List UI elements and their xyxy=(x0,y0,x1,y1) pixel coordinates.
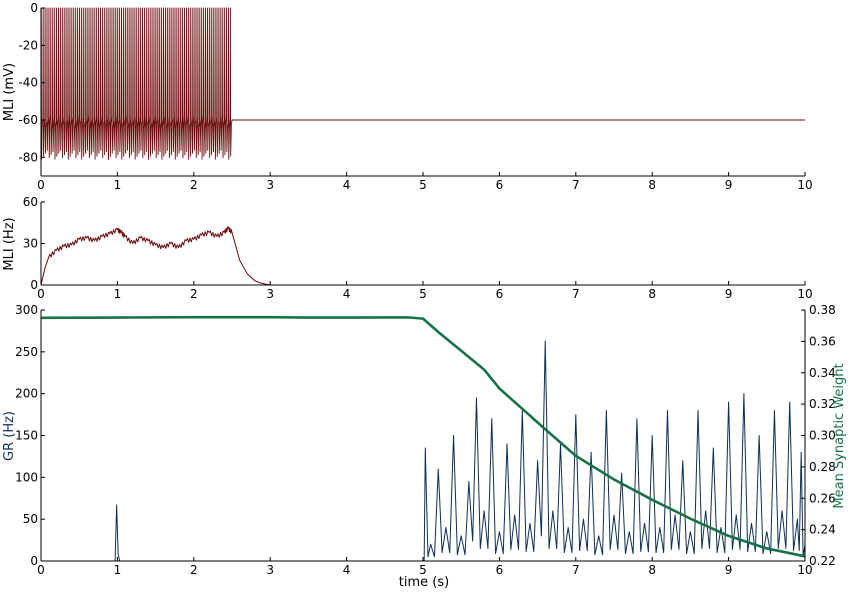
gr-weight-x-tick-label: 1 xyxy=(114,563,122,577)
mli-voltage-ticks: 0 1 2 3 4 5 6 7 8 9 10 0 -20 -40 -60 -80 xyxy=(18,1,812,192)
gr-weight-y-right-tick-label: 0.32 xyxy=(809,397,836,411)
mli-rate-y-tick-label: 60 xyxy=(23,195,38,209)
gr-weight-y-tick-label: 200 xyxy=(15,387,38,401)
gr-weight-y-tick-label: 300 xyxy=(15,303,38,317)
mli-rate-x-tick-label: 4 xyxy=(343,287,351,301)
gr-weight-y-right-tick-label: 0.38 xyxy=(809,303,836,317)
mli-voltage-x-tick-label: 6 xyxy=(496,178,504,192)
gr-weight-y-right-tick-label: 0.28 xyxy=(809,460,836,474)
mli-rate-x-tick-label: 0 xyxy=(37,287,45,301)
mli-voltage-x-tick-label: 9 xyxy=(725,178,733,192)
mli-voltage-y-tick-label: -40 xyxy=(18,76,38,90)
gr-weight-axes xyxy=(40,310,806,562)
gr-weight-y-right-tick-label: 0.26 xyxy=(809,491,836,505)
mli-voltage-x-tick-label: 10 xyxy=(797,178,812,192)
mli-rate-ylabel: MLI (Hz) xyxy=(2,217,17,270)
gr-rate-trace xyxy=(41,340,806,562)
mli-voltage-ylabel: MLI (mV) xyxy=(2,63,17,121)
mli-voltage-x-tick-label: 3 xyxy=(266,178,274,192)
gr-weight-trace-group xyxy=(40,315,806,562)
mli-rate-ticks: 0 1 2 3 4 5 6 7 8 9 10 0 30 60 xyxy=(23,195,813,301)
gr-weight-y-right-tick-label: 0.22 xyxy=(809,554,836,568)
gr-weight-x-tick-label: 2 xyxy=(190,563,198,577)
gr-rate-ylabel: GR (Hz) xyxy=(2,411,17,461)
mli-rate-x-tick-label: 10 xyxy=(797,287,812,301)
gr-weight-y-tick-label: 150 xyxy=(15,429,38,443)
gr-weight-x-tick-label: 3 xyxy=(266,563,274,577)
mli-rate-x-tick-label: 9 xyxy=(725,287,733,301)
mli-rate-trace xyxy=(40,226,805,286)
gr-weight-x-tick-label: 10 xyxy=(797,563,812,577)
gr-weight-y-right-tick-label: 0.36 xyxy=(809,334,836,348)
mli-rate-x-tick-label: 1 xyxy=(114,287,122,301)
gr-weight-y-tick-label: 50 xyxy=(23,512,38,526)
mli-voltage-trace xyxy=(40,7,805,160)
gr-weight-x-tick-label: 8 xyxy=(648,563,656,577)
mli-rate-x-tick-label: 7 xyxy=(572,287,580,301)
gr-weight-ticks: 0 1 2 3 4 5 6 7 8 9 100501001502002503000.220.240.… xyxy=(15,303,836,577)
gr-weight-x-tick-label: 9 xyxy=(725,563,733,577)
panel-gr-rate-weight: 0 1 2 3 4 5 6 7 8 9 100501001502002503000.220.240.… xyxy=(2,303,847,590)
mli-rate-y-tick-label: 0 xyxy=(30,278,38,292)
mli-rate-trace-group xyxy=(40,226,805,286)
mli-voltage-x-tick-label: 2 xyxy=(190,178,198,192)
mli-rate-x-tick-label: 2 xyxy=(190,287,198,301)
gr-weight-y-right-tick-label: 0.30 xyxy=(809,429,836,443)
gr-weight-x-tick-label: 5 xyxy=(419,563,427,577)
gr-weight-y-tick-label: 250 xyxy=(15,345,38,359)
gr-weight-x-tick-label: 7 xyxy=(572,563,580,577)
mli-voltage-trace-group xyxy=(40,7,805,160)
mli-voltage-x-tick-label: 5 xyxy=(419,178,427,192)
mli-voltage-y-tick-label: 0 xyxy=(30,1,38,15)
time-xlabel: time (s) xyxy=(399,575,449,590)
mli-rate-x-tick-label: 3 xyxy=(266,287,274,301)
mli-rate-x-tick-label: 6 xyxy=(496,287,504,301)
mli-voltage-x-tick-label: 8 xyxy=(648,178,656,192)
gr-weight-x-tick-label: 6 xyxy=(496,563,504,577)
mli-voltage-y-tick-label: -60 xyxy=(18,113,38,127)
mean-synaptic-weight-trace xyxy=(40,315,806,558)
mli-voltage-x-tick-label: 0 xyxy=(37,178,45,192)
mli-rate-x-tick-label: 8 xyxy=(648,287,656,301)
mli-voltage-x-tick-label: 7 xyxy=(572,178,580,192)
gr-weight-y-tick-label: 100 xyxy=(15,470,38,484)
panel-mli-rate: 0 1 2 3 4 5 6 7 8 9 10 0 30 60 MLI (Hz) xyxy=(2,195,813,301)
gr-weight-x-tick-label: 4 xyxy=(343,563,351,577)
gr-weight-y-right-tick-label: 0.24 xyxy=(809,523,836,537)
panel-mli-voltage: 0 1 2 3 4 5 6 7 8 9 10 0 -20 -40 -60 -80 MLI (mV) xyxy=(2,1,813,192)
gr-weight-y-tick-label: 0 xyxy=(30,554,38,568)
gr-weight-y-right-tick-label: 0.34 xyxy=(809,366,836,380)
mli-voltage-x-tick-label: 1 xyxy=(114,178,122,192)
gr-weight-x-tick-label: 0 xyxy=(37,563,45,577)
mli-rate-axes xyxy=(40,202,805,286)
mli-voltage-y-tick-label: -80 xyxy=(18,150,38,164)
mli-rate-y-tick-label: 30 xyxy=(23,237,38,251)
mean-synaptic-weight-ylabel: Mean Synaptic Weight xyxy=(832,363,847,508)
mli-voltage-x-tick-label: 4 xyxy=(343,178,351,192)
mli-rate-x-tick-label: 5 xyxy=(419,287,427,301)
mli-voltage-y-tick-label: -20 xyxy=(18,38,38,52)
